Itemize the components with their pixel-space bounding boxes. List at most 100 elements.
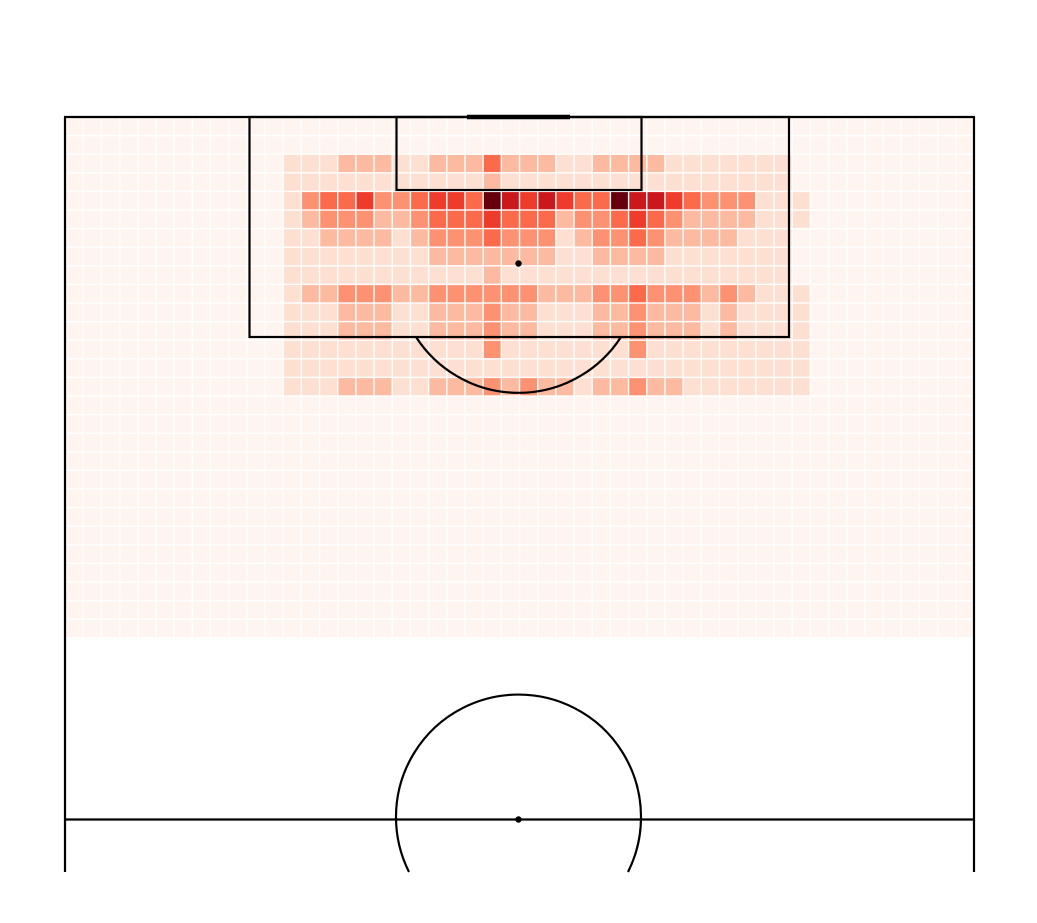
heatmap-cell	[720, 545, 737, 563]
heatmap-cell	[920, 247, 937, 266]
heatmap-cell	[956, 192, 974, 210]
heatmap-cell	[829, 508, 847, 526]
heatmap-cell	[756, 303, 774, 321]
heatmap-cell	[938, 173, 956, 191]
heatmap-cell	[665, 322, 683, 340]
heatmap-cell	[265, 229, 283, 247]
heatmap-cell	[302, 396, 319, 414]
heatmap-cell	[447, 210, 465, 228]
heatmap-cell	[556, 173, 574, 191]
heatmap-cell	[720, 489, 737, 507]
heatmap-cell	[302, 452, 319, 470]
heatmap-cell	[502, 303, 519, 321]
heatmap-cell	[829, 154, 847, 173]
heatmap-cell	[302, 247, 319, 266]
heatmap-cell	[738, 545, 756, 563]
heatmap-cell	[901, 340, 919, 359]
heatmap-cell	[447, 619, 465, 638]
heatmap-cell	[120, 396, 138, 414]
heatmap-cell	[483, 526, 501, 545]
heatmap-cell	[265, 303, 283, 321]
heatmap-cell	[83, 247, 101, 266]
heatmap-cell	[629, 154, 647, 173]
heatmap-cell	[447, 173, 465, 191]
heatmap-cell	[611, 378, 628, 396]
heatmap-cell	[502, 359, 519, 377]
heatmap-cell	[538, 471, 556, 489]
heatmap-cell	[211, 303, 228, 321]
heatmap-cell	[756, 619, 774, 638]
heatmap-cell	[538, 359, 556, 377]
heatmap-cell	[829, 247, 847, 266]
heatmap-cell	[411, 266, 428, 284]
heatmap-cell	[102, 378, 119, 396]
heatmap-cell	[374, 508, 392, 526]
heatmap-cell	[283, 210, 301, 228]
heatmap-cell	[592, 303, 610, 321]
heatmap-cell	[102, 266, 119, 284]
heatmap-cell	[247, 545, 265, 563]
heatmap-cell	[956, 229, 974, 247]
heatmap-cell	[829, 545, 847, 563]
heatmap-cell	[320, 322, 337, 340]
heatmap-cell	[283, 117, 301, 135]
heatmap-cell	[483, 173, 501, 191]
heatmap-cell	[156, 526, 174, 545]
heatmap-cell	[356, 433, 374, 452]
heatmap-cell	[629, 210, 647, 228]
heatmap-cell	[556, 415, 574, 433]
heatmap-cell	[938, 192, 956, 210]
heatmap-cell	[556, 303, 574, 321]
heatmap-cell	[483, 136, 501, 154]
heatmap-cell	[502, 229, 519, 247]
heatmap-cell	[847, 452, 865, 470]
heatmap-cell	[702, 340, 719, 359]
heatmap-cell	[538, 192, 556, 210]
heatmap-cell	[956, 415, 974, 433]
heatmap-cell	[811, 229, 828, 247]
heatmap-cell	[174, 526, 192, 545]
heatmap-cell	[811, 136, 828, 154]
heatmap-cell	[592, 340, 610, 359]
heatmap-cell	[302, 582, 319, 600]
heatmap-cell	[829, 322, 847, 340]
heatmap-cell	[502, 601, 519, 619]
heatmap-cell	[901, 433, 919, 452]
heatmap-cell	[720, 619, 737, 638]
heatmap-cell	[211, 545, 228, 563]
heatmap-cell	[774, 285, 792, 303]
heatmap-cell	[174, 247, 192, 266]
heatmap-cell	[138, 303, 156, 321]
heatmap-cell	[629, 619, 647, 638]
heatmap-cell	[502, 340, 519, 359]
heatmap-cell	[629, 359, 647, 377]
heatmap-cell	[647, 285, 665, 303]
heatmap-cell	[83, 340, 101, 359]
penalty-spot	[515, 260, 522, 267]
heatmap-cell	[211, 564, 228, 582]
heatmap-cell	[302, 508, 319, 526]
heatmap-cell	[792, 322, 810, 340]
heatmap-cell	[592, 229, 610, 247]
heatmap-cell	[429, 452, 447, 470]
heatmap-cell	[520, 266, 537, 284]
heatmap-cell	[920, 303, 937, 321]
heatmap-cell	[465, 582, 483, 600]
heatmap-cell	[447, 359, 465, 377]
heatmap-cell	[483, 601, 501, 619]
heatmap-cell	[338, 266, 356, 284]
heatmap-cell	[174, 471, 192, 489]
heatmap-cell	[647, 173, 665, 191]
heatmap-cell	[356, 322, 374, 340]
heatmap-cell	[920, 564, 937, 582]
heatmap-cell	[174, 508, 192, 526]
heatmap-cell	[629, 322, 647, 340]
heatmap-cell	[411, 545, 428, 563]
heatmap-cell	[756, 322, 774, 340]
heatmap-cell	[592, 192, 610, 210]
heatmap-cell	[920, 545, 937, 563]
heatmap-cell	[211, 582, 228, 600]
heatmap-cell	[847, 601, 865, 619]
heatmap-cell	[956, 247, 974, 266]
heatmap-cell	[174, 117, 192, 135]
